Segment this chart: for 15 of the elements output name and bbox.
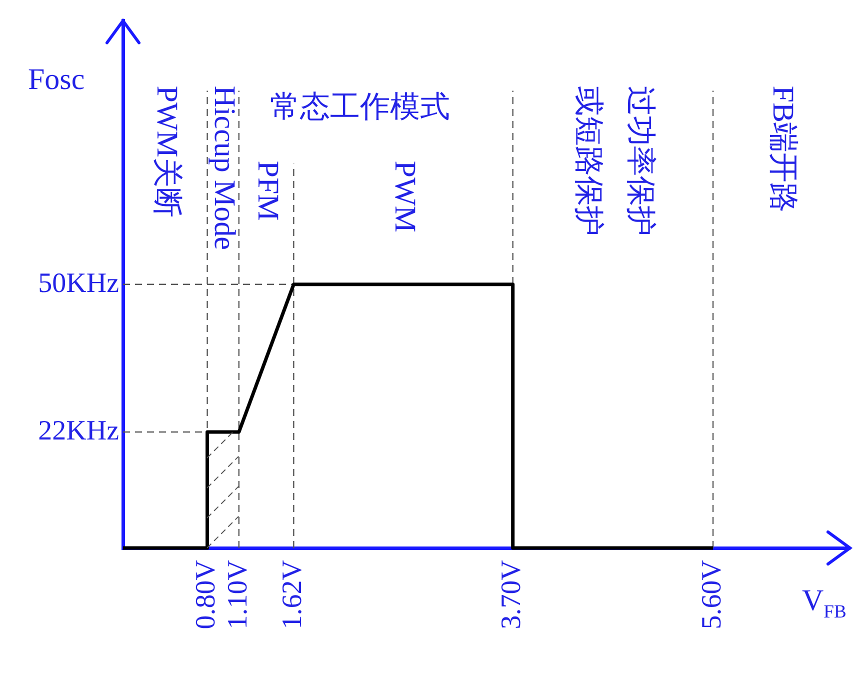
x-tick-label: 1.62V bbox=[277, 560, 308, 630]
annotation: PWM关断 bbox=[150, 86, 184, 218]
annotation: PFM bbox=[251, 160, 284, 221]
annotation: 常态工作模式 bbox=[270, 90, 450, 124]
x-tick-label: 5.60V bbox=[696, 560, 728, 630]
x-tick-label: 1.10V bbox=[222, 560, 254, 630]
x-tick-label: 3.70V bbox=[496, 560, 528, 630]
y-axis-title: Fosc bbox=[28, 62, 85, 96]
annotation: 过功率保护或短路保护 bbox=[572, 86, 658, 236]
y-tick-label: 22KHz bbox=[38, 415, 119, 446]
annotation: PWM bbox=[388, 160, 422, 232]
x-tick-label: 0.80V bbox=[190, 560, 222, 630]
annotation: Hiccup Mode bbox=[208, 86, 242, 250]
annotation: FB端开路 bbox=[766, 86, 800, 213]
y-tick-label: 50KHz bbox=[38, 268, 119, 299]
